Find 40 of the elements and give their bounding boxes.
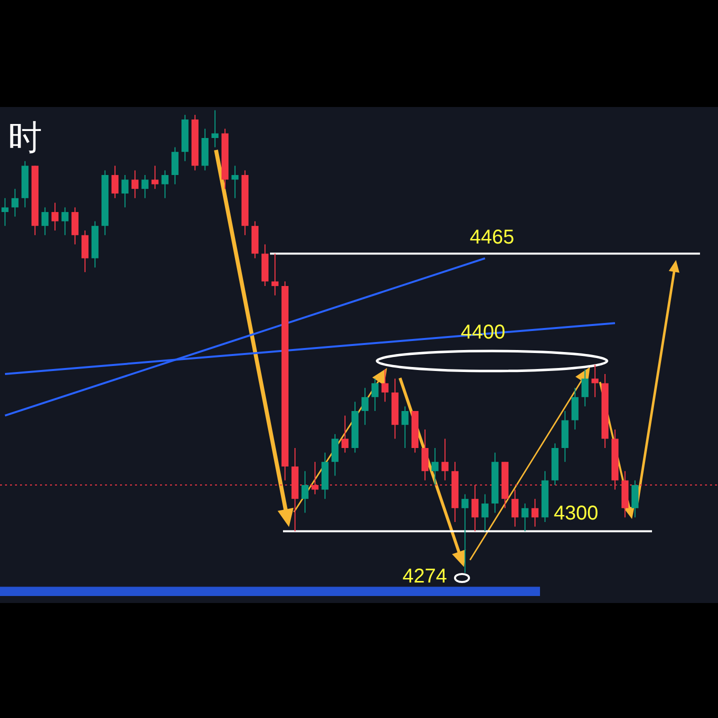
candlestick <box>532 498 538 528</box>
candlestick <box>272 253 278 296</box>
candlestick <box>2 198 8 226</box>
annotation: 4300 <box>554 502 598 525</box>
candlestick <box>122 174 128 208</box>
candlestick <box>572 387 578 430</box>
candlestick <box>442 438 448 481</box>
candlestick <box>212 110 218 148</box>
candlestick <box>72 206 78 245</box>
candlestick <box>62 206 68 236</box>
candlestick <box>52 202 58 232</box>
candlestick <box>132 170 138 199</box>
candlestick <box>362 387 368 426</box>
candlestick <box>172 146 178 185</box>
annotation: 4274 <box>402 566 447 588</box>
candlestick <box>302 470 308 514</box>
candlestick <box>382 368 388 402</box>
candlestick <box>162 170 168 199</box>
candlestick <box>152 165 158 190</box>
candlestick <box>342 415 348 454</box>
candlestick <box>632 480 638 518</box>
candlestick <box>332 434 338 476</box>
candlestick <box>82 230 88 273</box>
candlestick <box>482 494 488 532</box>
candlestick <box>462 494 468 574</box>
candlestick <box>512 489 518 528</box>
candlestick <box>522 503 528 532</box>
candlestick <box>112 165 118 199</box>
candlestick <box>372 378 378 412</box>
candlestick <box>402 406 408 448</box>
candlestick <box>422 428 428 481</box>
annotation: 4465 <box>470 226 514 249</box>
candlestick <box>582 368 588 407</box>
candlestick <box>432 448 438 486</box>
candlestick <box>12 188 18 218</box>
candlestick <box>232 165 238 199</box>
chart-title: 时 <box>8 117 42 160</box>
candlestick <box>592 364 598 398</box>
candlestick <box>42 206 48 236</box>
candlestick <box>142 174 148 199</box>
